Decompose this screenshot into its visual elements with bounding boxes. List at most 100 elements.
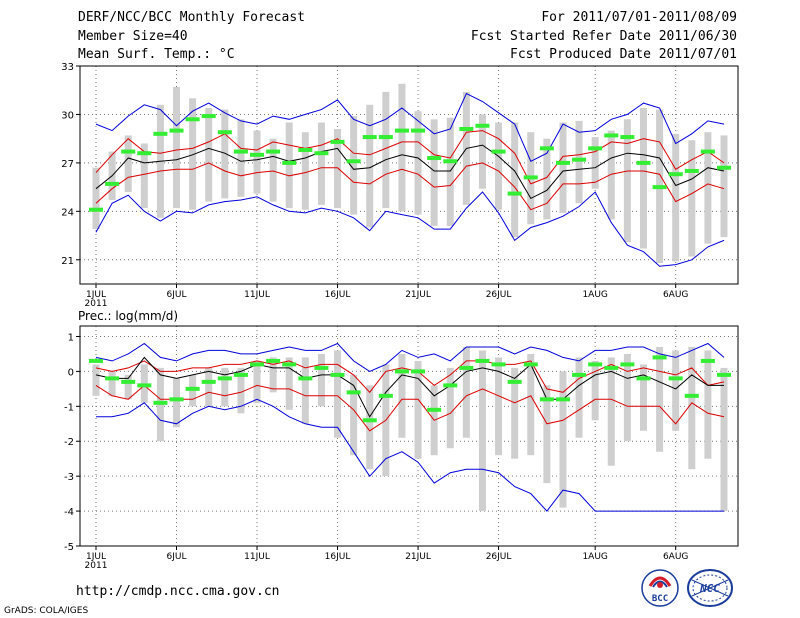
prec-member-box [672,350,680,431]
temp-member-mean-mark [153,131,168,136]
temp-min-line [95,191,725,267]
prec-xtick-label: 1AUG [582,552,607,562]
temp-member-mean-mark [523,175,538,180]
prec-member-mean-mark [217,376,232,381]
prec-member-box [543,385,551,484]
forecast-period: For 2011/07/01-2011/08/09 [541,10,737,25]
prec-member-mean-mark [620,362,635,367]
temp-member-box [478,114,486,189]
temp-mean-line [95,144,725,200]
temp-member-mean-mark [346,159,361,164]
ncc-logo-text: NCC [699,582,720,595]
temp-upper-line [95,130,725,185]
prec-member-mean-mark [572,372,587,377]
prec-member-mean-mark [491,362,506,367]
prec-member-box [639,364,647,431]
prec-member-mean-mark [523,362,538,367]
prec-member-mean-mark [475,358,490,363]
temp-member-box [607,130,615,220]
temp-ytick-label: 24 [61,207,74,218]
prec-member-box [398,353,406,438]
temp-member-box [559,122,567,213]
chart-title: DERF/NCC/BCC Monthly Forecast [78,10,305,25]
prec-member-mean-mark [233,372,248,377]
temp-ytick-label: 33 [61,62,74,73]
temp-member-box [382,91,390,209]
prec-member-mean-mark [507,379,522,384]
prec-member-box [688,346,696,470]
temp-xtick-label: 11JUL [244,290,270,300]
temp-member-box [704,132,712,244]
grads-credit: GrADS: COLA/IGES [4,606,89,616]
temp-member-mean-mark [330,139,345,144]
temp-member-mean-mark [604,133,619,138]
temp-member-mean-mark [266,149,281,154]
prec-member-mean-mark [555,397,570,402]
temp-xtick-label: 6AUG [663,290,688,300]
prec-member-box [285,357,293,410]
temp-member-mean-mark [427,156,442,161]
temp-member-box [124,135,132,192]
temp-member-mean-mark [684,168,699,173]
temp-xtick-label: 6JUL [167,290,187,300]
temp-member-box [511,122,519,238]
prec-member-box [575,357,583,438]
prec-xtick-label: 16JUL [325,552,351,562]
temp-member-mean-mark [555,160,570,165]
prec-ytick-label: -5 [64,542,74,553]
temp-member-box [591,137,599,189]
temp-member-mean-mark [668,172,683,177]
temp-member-mean-mark [314,151,329,156]
temp-member-mean-mark [233,149,248,154]
prec-ytick-label: -1 [64,402,74,413]
prec-member-mean-mark [668,376,683,381]
temp-member-box [430,119,438,226]
temp-member-box [140,143,148,209]
temp-member-box [92,167,100,230]
prec-member-mean-mark [89,358,103,363]
prec-member-mean-mark [346,390,361,395]
prec-member-mean-mark [378,393,393,398]
prec-member-mean-mark [282,362,297,367]
prec-frame [79,325,739,547]
prec-member-box [559,371,567,508]
prec-member-mean-mark [717,372,731,377]
source-url[interactable]: http://cmdp.ncc.cma.gov.cn [76,584,280,599]
prec-member-box [511,367,519,459]
temp-member-box [221,109,229,199]
temp-member-mean-mark [459,126,474,131]
prec-member-box [205,367,213,407]
prec-ytick-label: -4 [64,507,74,518]
temp-member-mean-mark [491,149,506,154]
temp-member-box [720,135,728,238]
temperature-panel: 21 24 27 30 33 1JUL 6JUL 11JUL 16JUL 21JUL 26JUL 1A… [61,62,739,309]
temp-member-mean-mark [588,146,603,151]
temp-member-mean-mark [443,159,458,164]
temp-member-box [253,130,261,194]
ncc-logo-icon: NCC [687,569,733,607]
prec-member-box [173,378,181,428]
temp-member-box [301,132,309,210]
temp-member-box [205,107,213,202]
prec-ytick-label: -3 [64,472,74,483]
temp-member-box [317,122,325,205]
prec-ytick-label: -2 [64,437,74,448]
prec-member-mean-mark [443,383,458,388]
prec-upper-line [95,360,725,394]
temp-member-box [269,138,277,202]
prec-member-mean-mark [121,379,136,384]
prec-member-box [317,353,325,407]
prec-xtick-label: 6JUL [167,552,187,562]
temp-member-mean-mark [700,149,715,154]
temp-member-mean-mark [250,152,265,157]
prec-member-box [350,374,358,456]
member-size-label: Member Size=40 [78,29,188,44]
temp-member-mean-mark [636,160,651,165]
prec-member-box [414,360,422,459]
temp-member-box [672,133,680,262]
temp-member-mean-mark [394,128,409,133]
prec-member-mean-mark [266,358,281,363]
temp-ytick-label: 21 [61,256,74,267]
prec-member-mean-mark [636,376,651,381]
temp-xtick-label: 16JUL [325,290,351,300]
